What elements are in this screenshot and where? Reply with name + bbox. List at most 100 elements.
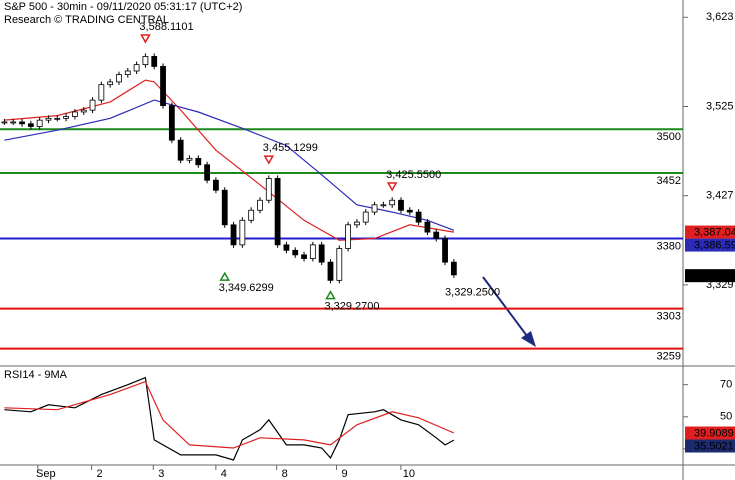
y-tick-label: 3,623 bbox=[706, 11, 734, 23]
x-tick-label: 9 bbox=[342, 468, 348, 480]
last-value-box bbox=[685, 238, 735, 252]
candle-body bbox=[318, 244, 325, 263]
candle-body bbox=[371, 204, 378, 213]
candle-body bbox=[36, 119, 43, 127]
down-marker bbox=[140, 34, 151, 44]
candle-body bbox=[345, 224, 352, 249]
series-line bbox=[4, 79, 454, 241]
candle-body bbox=[406, 209, 413, 213]
candle-body bbox=[204, 164, 211, 181]
last-value-box bbox=[685, 269, 735, 283]
y-tick-label: 50 bbox=[720, 411, 732, 423]
series-line bbox=[4, 99, 455, 231]
candle-body bbox=[265, 178, 272, 201]
x-tick-label: 10 bbox=[403, 468, 415, 480]
candle-body bbox=[415, 211, 422, 223]
candle-body bbox=[116, 74, 122, 83]
last-value-label: 39.9089 bbox=[694, 427, 734, 439]
level-label: 3303 bbox=[657, 310, 681, 322]
annotation-label: 3,349.6299 bbox=[219, 282, 274, 294]
candle-body bbox=[398, 199, 404, 211]
candle-body bbox=[257, 199, 263, 211]
candle-body bbox=[168, 105, 175, 141]
forecast-arrow-head bbox=[521, 331, 536, 347]
candle-body bbox=[177, 139, 184, 161]
candle-body bbox=[239, 219, 246, 246]
candle-body bbox=[89, 99, 96, 111]
last-value-box bbox=[685, 225, 735, 239]
y-tick-label: 70 bbox=[720, 379, 732, 391]
candle-body bbox=[230, 224, 237, 246]
candle-body bbox=[72, 111, 78, 117]
candle-body bbox=[309, 244, 316, 259]
candle-body bbox=[380, 204, 387, 207]
candle-body bbox=[27, 123, 34, 127]
candle-body bbox=[10, 121, 17, 124]
annotation-label: 3,425.5500 bbox=[386, 169, 441, 181]
chart-title: S&P 500 - 30min - 09/11/2020 05:31:17 (U… bbox=[4, 1, 242, 13]
series-line bbox=[4, 380, 455, 449]
annotation-label: 3,588.1101 bbox=[139, 21, 193, 33]
y-tick-label: 3,525 bbox=[706, 100, 734, 112]
candle-body bbox=[45, 117, 52, 121]
level-label: 3452 bbox=[657, 175, 681, 187]
candle-body bbox=[301, 254, 307, 259]
down-marker bbox=[386, 182, 398, 192]
candle-body bbox=[221, 189, 228, 226]
annotation-label: 3,329.2500 bbox=[445, 287, 500, 299]
level-label: 3259 bbox=[657, 351, 681, 363]
candle-body bbox=[336, 248, 343, 281]
candle-body bbox=[292, 249, 299, 256]
last-value-label: 35.5021 bbox=[694, 440, 734, 452]
candle-body bbox=[160, 66, 166, 106]
candle-body bbox=[195, 157, 202, 166]
x-tick-label: 2 bbox=[97, 468, 103, 480]
candle-body bbox=[80, 109, 87, 113]
x-tick-label: Sep bbox=[36, 468, 56, 480]
candle-body bbox=[19, 121, 25, 125]
candle-body bbox=[450, 261, 457, 276]
annotation-label: 3,329.2700 bbox=[324, 301, 379, 313]
x-tick-label: 4 bbox=[221, 468, 227, 480]
y-tick-label: 3,427 bbox=[706, 190, 734, 202]
candle-body bbox=[327, 261, 334, 281]
series-line bbox=[4, 376, 455, 461]
last-value-label: 3,387.04 bbox=[694, 226, 735, 238]
candle-body bbox=[354, 221, 360, 226]
candle-body bbox=[248, 209, 255, 221]
up-marker bbox=[325, 290, 336, 300]
candle-body bbox=[213, 179, 219, 191]
candle-body bbox=[63, 116, 69, 119]
annotation-label: 3,455.1299 bbox=[263, 142, 318, 154]
candle-body bbox=[107, 81, 114, 86]
candle-body bbox=[283, 244, 290, 251]
last-value-label: 3,339.15 bbox=[694, 270, 735, 282]
candle-body bbox=[362, 211, 369, 223]
down-marker bbox=[263, 155, 275, 165]
last-value-box bbox=[685, 439, 735, 453]
candle-body bbox=[142, 56, 149, 66]
candle-body bbox=[151, 56, 158, 67]
level-label: 3380 bbox=[657, 240, 681, 252]
candle-body bbox=[133, 64, 140, 72]
candle-body bbox=[424, 221, 431, 233]
chart-subtitle: Research © TRADING CENTRAL bbox=[4, 14, 169, 26]
candle-body bbox=[124, 70, 131, 76]
candle-body bbox=[433, 231, 440, 239]
candle-body bbox=[389, 199, 396, 206]
candle-body bbox=[274, 178, 281, 246]
level-label: 3500 bbox=[657, 131, 681, 143]
up-marker bbox=[219, 271, 231, 281]
x-tick-label: 8 bbox=[282, 468, 288, 480]
last-value-label: 3,386.59 bbox=[694, 239, 735, 251]
candle-body bbox=[54, 117, 61, 120]
candle-body bbox=[98, 84, 105, 101]
candle-body bbox=[1, 121, 8, 124]
last-value-box bbox=[685, 426, 735, 440]
rsi-title: RSI14 - 9MA bbox=[4, 369, 68, 381]
x-tick-label: 3 bbox=[158, 468, 164, 480]
candle-body bbox=[442, 238, 448, 263]
